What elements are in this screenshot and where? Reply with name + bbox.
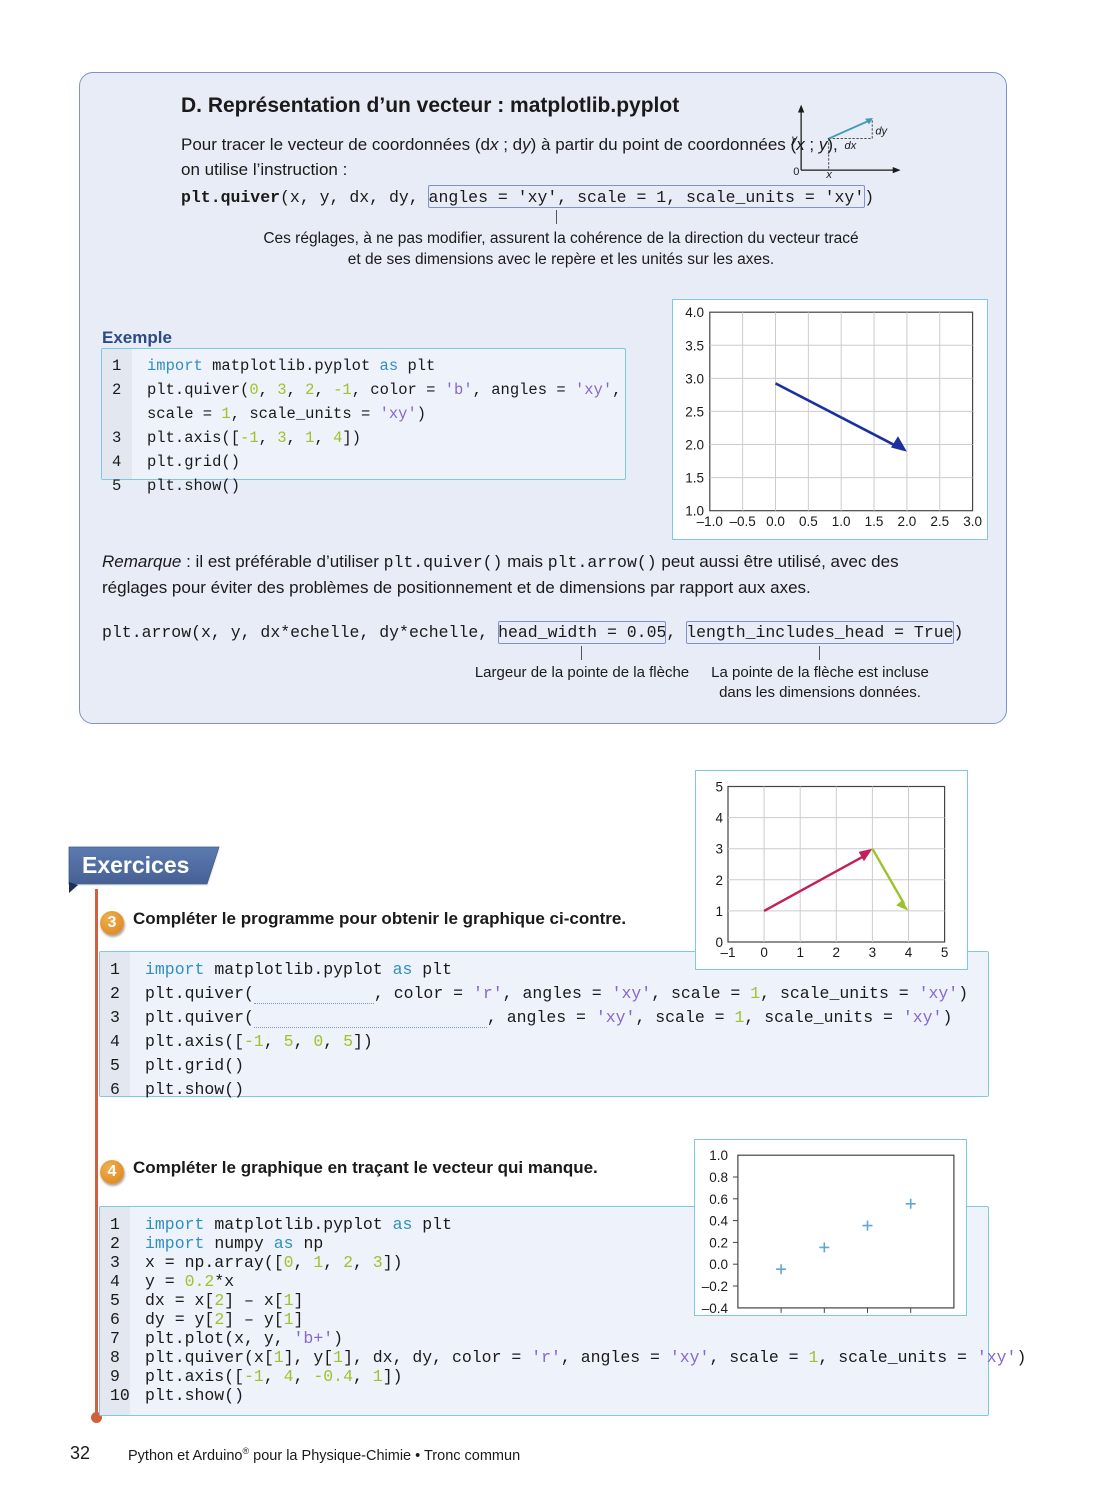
- svg-text:2.5: 2.5: [685, 405, 704, 420]
- svg-text:1.0: 1.0: [709, 1148, 728, 1163]
- svg-text:0.8: 0.8: [709, 1170, 728, 1185]
- svg-text:3.0: 3.0: [963, 514, 982, 529]
- svg-text:1.5: 1.5: [685, 471, 704, 486]
- svg-text:Exercices: Exercices: [82, 852, 189, 878]
- svg-text:5: 5: [941, 945, 949, 960]
- svg-text:0: 0: [793, 166, 799, 178]
- svg-text:1.0: 1.0: [832, 514, 851, 529]
- svg-text:–0.4: –0.4: [702, 1301, 729, 1316]
- svg-text:0.4: 0.4: [709, 1214, 728, 1229]
- svg-text:2.0: 2.0: [685, 438, 704, 453]
- svg-text:–0.2: –0.2: [702, 1279, 728, 1294]
- svg-text:3: 3: [715, 842, 723, 857]
- svg-text:y: y: [791, 133, 799, 145]
- svg-text:2.0: 2.0: [898, 514, 917, 529]
- svg-text:1: 1: [715, 904, 723, 919]
- svg-text:dx: dx: [845, 140, 857, 152]
- svg-text:2: 2: [833, 945, 841, 960]
- svg-text:1.5: 1.5: [865, 514, 884, 529]
- svg-text:0.0: 0.0: [709, 1257, 728, 1272]
- svg-text:dy: dy: [875, 126, 888, 138]
- svg-text:3.5: 3.5: [685, 338, 704, 353]
- svg-text:4: 4: [905, 945, 913, 960]
- svg-text:4: 4: [715, 811, 723, 826]
- svg-text:0.5: 0.5: [799, 514, 818, 529]
- svg-text:4.0: 4.0: [685, 305, 704, 320]
- svg-text:0.2: 0.2: [709, 1235, 728, 1250]
- svg-text:0: 0: [715, 935, 723, 950]
- svg-text:2: 2: [715, 873, 723, 888]
- svg-text:0.6: 0.6: [709, 1192, 728, 1207]
- svg-text:–0.5: –0.5: [730, 514, 756, 529]
- svg-text:2.5: 2.5: [930, 514, 949, 529]
- svg-text:3: 3: [869, 945, 877, 960]
- svg-text:0: 0: [760, 945, 768, 960]
- svg-text:1: 1: [796, 945, 804, 960]
- svg-text:1.0: 1.0: [685, 504, 704, 519]
- svg-text:0.0: 0.0: [766, 514, 785, 529]
- svg-text:x: x: [825, 169, 832, 178]
- svg-text:5: 5: [715, 780, 723, 795]
- svg-text:3.0: 3.0: [685, 371, 704, 386]
